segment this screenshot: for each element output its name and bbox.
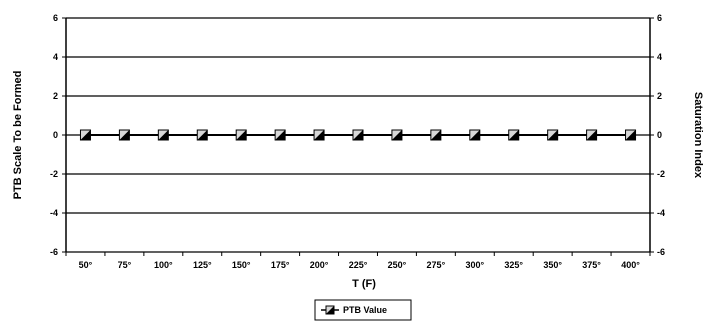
x-tick-label: 75° bbox=[118, 260, 132, 270]
marker-fill bbox=[508, 130, 519, 140]
legend: PTB Value bbox=[314, 299, 412, 321]
data-point bbox=[625, 129, 637, 141]
marker-fill bbox=[236, 130, 247, 140]
x-axis-title: T (F) bbox=[352, 278, 376, 290]
data-point bbox=[547, 129, 559, 141]
x-tick-label: 400° bbox=[621, 260, 640, 270]
marker-fill bbox=[119, 130, 130, 140]
x-tick-label: 300° bbox=[465, 260, 484, 270]
data-point bbox=[508, 129, 520, 141]
x-tick-label: 325° bbox=[504, 260, 523, 270]
legend-swatch-marker bbox=[325, 305, 335, 315]
x-ticks: 50° 75° 100° 125° 150° 175° 200° 225° 250° 275° 30… bbox=[65, 252, 651, 270]
x-tick-label: 225° bbox=[349, 260, 368, 270]
y-tick-label: 2 bbox=[53, 91, 58, 101]
y-tick-label: 0 bbox=[53, 130, 58, 140]
marker-fill bbox=[197, 130, 208, 140]
x-tick-label: 350° bbox=[543, 260, 562, 270]
marker-fill bbox=[469, 130, 480, 140]
y2-tick-label: -4 bbox=[657, 208, 665, 218]
marker-fill bbox=[158, 130, 169, 140]
x-tick-label: 375° bbox=[582, 260, 601, 270]
y2-tick-label: 2 bbox=[657, 91, 662, 101]
data-point bbox=[469, 129, 481, 141]
data-point bbox=[235, 129, 247, 141]
y2-tick-label: -2 bbox=[657, 169, 665, 179]
right-y-ticks: 6 4 2 0 -2 -4 -6 bbox=[650, 13, 665, 257]
data-point bbox=[118, 129, 130, 141]
x-tick-label: 100° bbox=[154, 260, 173, 270]
marker-fill bbox=[326, 306, 334, 314]
marker-fill bbox=[547, 130, 558, 140]
marker-fill bbox=[430, 130, 441, 140]
x-tick-label: 50° bbox=[79, 260, 93, 270]
data-point bbox=[352, 129, 364, 141]
marker-fill bbox=[275, 130, 286, 140]
y-tick-label: 4 bbox=[53, 52, 58, 62]
y2-tick-label: -6 bbox=[657, 247, 665, 257]
y2-tick-label: 6 bbox=[657, 13, 662, 23]
x-tick-label: 200° bbox=[310, 260, 329, 270]
x-tick-label: 150° bbox=[232, 260, 251, 270]
data-point bbox=[274, 129, 286, 141]
data-point bbox=[157, 129, 169, 141]
x-tick-label: 125° bbox=[193, 260, 212, 270]
x-tick-label: 250° bbox=[388, 260, 407, 270]
marker-fill bbox=[391, 130, 402, 140]
x-tick-label: 175° bbox=[271, 260, 290, 270]
y-tick-label: -4 bbox=[50, 208, 58, 218]
marker-fill bbox=[625, 130, 636, 140]
marker-fill bbox=[353, 130, 363, 140]
data-point bbox=[196, 129, 208, 141]
legend-label-ptb-value: PTB Value bbox=[343, 305, 387, 315]
y2-tick-label: 0 bbox=[657, 130, 662, 140]
data-point bbox=[430, 129, 442, 141]
series-layer bbox=[79, 129, 637, 141]
data-point bbox=[391, 129, 403, 141]
data-point bbox=[586, 129, 598, 141]
marker-fill bbox=[586, 130, 597, 140]
left-y-ticks: 6 4 2 0 -2 -4 -6 bbox=[50, 13, 66, 257]
marker-fill bbox=[80, 130, 91, 140]
y-tick-label: -6 bbox=[50, 247, 58, 257]
legend-swatch-ptb-value bbox=[321, 305, 339, 315]
y-tick-label: 6 bbox=[53, 13, 58, 23]
x-tick-label: 275° bbox=[427, 260, 446, 270]
marker-fill bbox=[314, 130, 325, 140]
legend-box bbox=[314, 299, 412, 321]
plot-area: 6 4 2 0 -2 -4 -6 6 4 2 0 -2 -4 -6 50° 75° 100° 125° 150°… bbox=[50, 13, 665, 270]
data-point bbox=[313, 129, 325, 141]
y-tick-label: -2 bbox=[50, 169, 58, 179]
secondary-y-axis-title: Saturation Index bbox=[692, 92, 704, 179]
data-point bbox=[79, 129, 91, 141]
y2-tick-label: 4 bbox=[657, 52, 662, 62]
y-axis-title: PTB Scale To be Formed bbox=[12, 71, 24, 200]
